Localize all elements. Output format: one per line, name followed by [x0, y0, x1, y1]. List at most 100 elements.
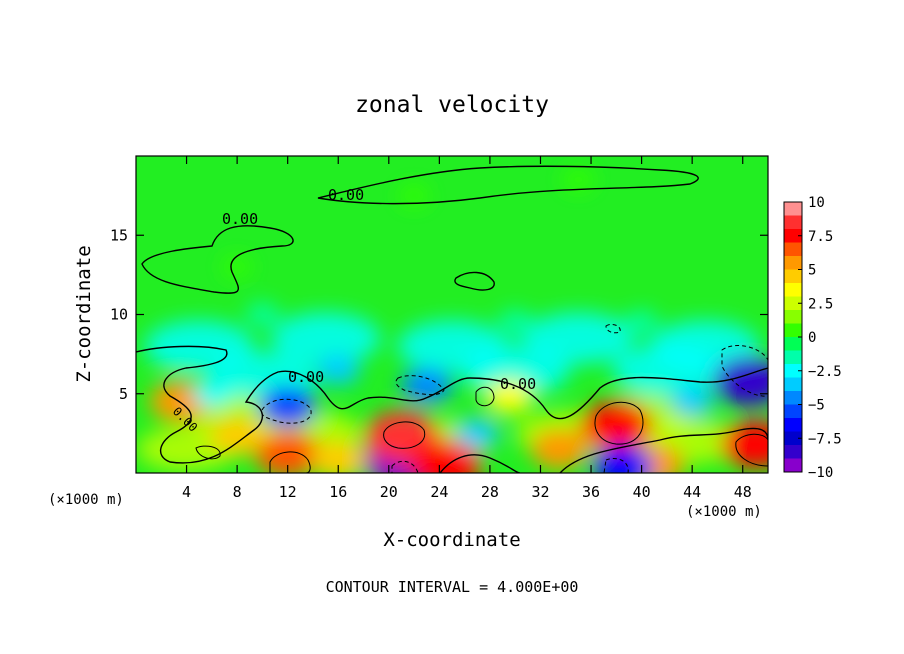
y-tick-label: 10 [110, 306, 128, 324]
zero-contour-top [317, 165, 699, 205]
pos-contour-2 [594, 401, 644, 445]
neg-contour-1 [261, 398, 312, 424]
colorbar-swatch [784, 445, 802, 459]
colorbar-swatch [784, 269, 802, 284]
zero-contour-small [454, 271, 495, 291]
colorbar-tick-label: 5 [808, 263, 816, 279]
y-axis-ticks: 5 10 15 [110, 226, 768, 403]
pos-contours [195, 386, 768, 473]
contour-label: 0.00 [222, 210, 258, 228]
field-blob [592, 445, 653, 473]
chart-title: zonal velocity [355, 92, 549, 118]
zero-contour-left-upper [141, 225, 294, 294]
colorbar-swatch [784, 418, 802, 432]
x-tick-label: 32 [531, 483, 549, 501]
colorbar-swatch [784, 215, 802, 230]
pos-contour-6 [195, 445, 221, 460]
field-blob [670, 386, 714, 417]
colorbar-swatch [784, 431, 802, 446]
x-tick-label: 40 [633, 483, 651, 501]
field-blob [562, 168, 595, 191]
x-tick-label: 28 [481, 483, 499, 501]
colorbar-tick-label: 10 [808, 195, 825, 211]
y-tick-label: 15 [110, 226, 128, 244]
x-tick-label: 4 [182, 483, 191, 501]
zero-contour-bottom [439, 454, 521, 473]
colorbar-swatch [784, 296, 802, 311]
field-blob [611, 343, 722, 396]
contour-interval-note: CONTOUR INTERVAL = 4.000E+00 [326, 578, 579, 596]
pos-contour-4 [735, 433, 768, 467]
colorbar-swatch [784, 377, 802, 392]
colorbar-swatch [784, 391, 802, 405]
colorbar-swatch [784, 202, 802, 216]
field-blob [398, 185, 430, 207]
field-blob [713, 356, 768, 406]
pos-contour-5 [475, 386, 495, 407]
field-blob [624, 310, 659, 334]
x-tick-label: 44 [683, 483, 701, 501]
y-axis-label: Z-coordinate [73, 245, 95, 382]
negative-contours [261, 323, 768, 473]
field-blob [455, 418, 499, 449]
zero-contours [136, 165, 768, 473]
y-tick-label: 5 [119, 385, 128, 403]
colorbar-tick-label: −7.5 [808, 431, 842, 447]
field-blob [222, 256, 252, 278]
field-blob [258, 386, 317, 427]
contour-label: 0.00 [288, 368, 324, 386]
x-tick-label: 24 [430, 483, 448, 501]
field-blob [270, 312, 381, 365]
neg-contour-3 [721, 345, 768, 397]
colorbar-swatch [784, 242, 802, 257]
pos-contour-1 [383, 421, 426, 449]
field-blob [580, 400, 653, 451]
field-blob [316, 355, 360, 385]
colorbar-tick-label: −10 [808, 465, 833, 481]
x-tick-label: 48 [734, 483, 752, 501]
colorbar-swatch [784, 256, 802, 270]
colorbar-tick-label: 7.5 [808, 229, 833, 245]
colorbar-swatch [784, 283, 802, 297]
x-unit-right: (×1000 m) [686, 504, 762, 520]
field-blob [460, 343, 571, 396]
zero-contour-right-bottom [559, 427, 768, 473]
x-unit-left: (×1000 m) [48, 492, 124, 508]
colorbar-swatch [784, 350, 802, 365]
colorbar: 10 7.5 5 2.5 0 −2.5 −5 −7.5 −10 [783, 195, 842, 481]
colorbar-swatch [784, 458, 802, 473]
field-blob [720, 420, 768, 469]
field-blob [530, 429, 589, 470]
colorbar-tick-label: 0 [808, 330, 816, 346]
colorbar-swatch [784, 310, 802, 324]
contour-label: 0.00 [500, 375, 536, 393]
colorbar-tick-label: 2.5 [808, 296, 833, 312]
velocity-field [136, 168, 768, 473]
field-blob [400, 367, 453, 404]
contour-label: 0.00 [328, 186, 364, 204]
colorbar-swatch [784, 404, 802, 419]
neg-contour-4 [605, 323, 621, 334]
field-blob [409, 440, 482, 473]
colorbar-tick-label: −5 [808, 398, 825, 414]
plot-area [136, 156, 768, 473]
x-axis-label: X-coordinate [383, 529, 520, 551]
x-tick-label: 36 [582, 483, 600, 501]
colorbar-swatch [784, 337, 802, 351]
x-tick-label: 16 [329, 483, 347, 501]
field-blob [245, 303, 279, 326]
colorbar-swatch [784, 229, 802, 243]
colorbar-swatch [784, 364, 802, 378]
field-blob [497, 310, 533, 335]
zero-contour-lower [136, 345, 768, 464]
x-tick-label: 20 [380, 483, 398, 501]
field-blob [209, 417, 265, 456]
field-blob [310, 441, 366, 473]
x-axis-ticks: 4 8 12 16 20 24 28 32 36 40 44 48 [182, 156, 752, 501]
x-tick-label: 8 [233, 483, 242, 501]
x-tick-label: 12 [279, 483, 297, 501]
field-blob [193, 380, 231, 407]
colorbar-tick-label: −2.5 [808, 364, 842, 380]
colorbar-swatch [784, 323, 802, 338]
